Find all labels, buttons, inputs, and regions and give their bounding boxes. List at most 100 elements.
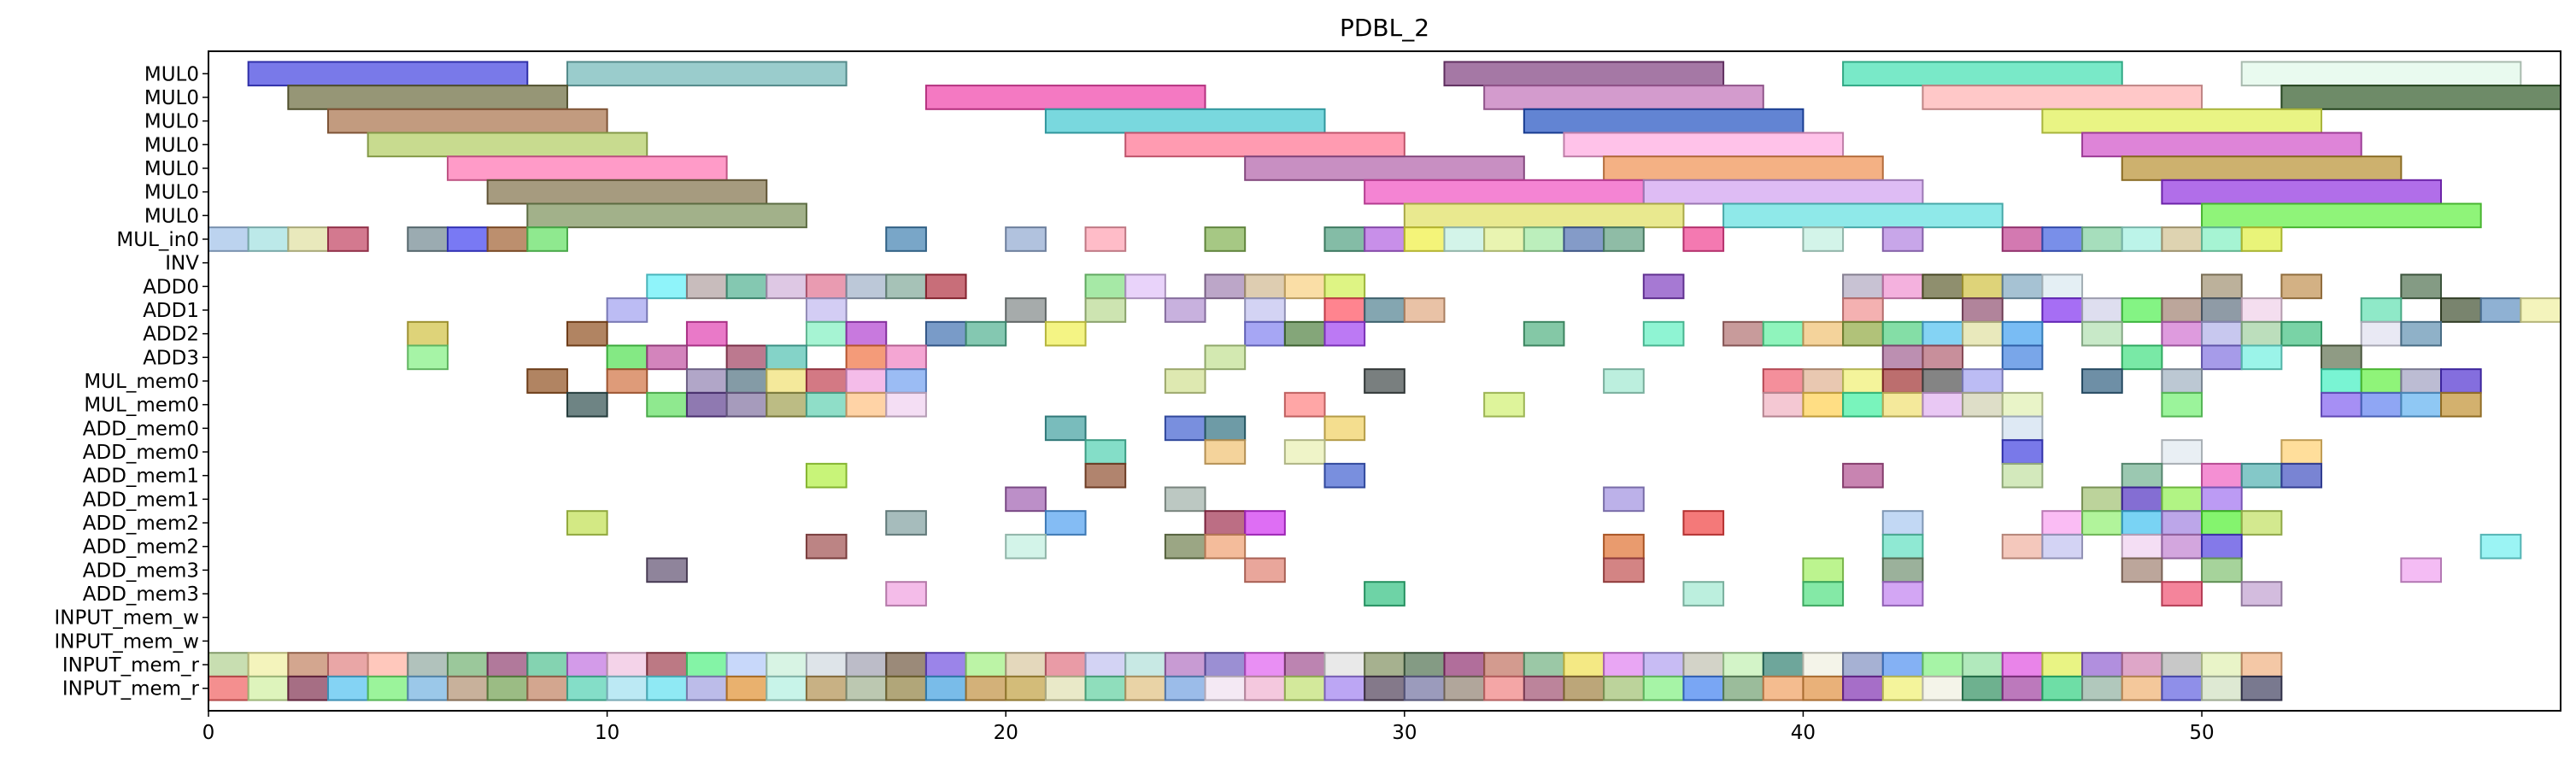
task-bar <box>1323 462 1366 489</box>
task-bar <box>2041 652 2084 677</box>
task-bar <box>2201 510 2243 536</box>
task-bar <box>685 320 728 347</box>
row-label: MUL0 <box>144 134 199 156</box>
task-bar <box>1044 652 1087 677</box>
task-bar <box>1443 226 1486 252</box>
task-bar <box>1483 85 1764 110</box>
task-bar <box>1762 320 1804 347</box>
task-bar <box>1323 415 1366 442</box>
task-bar <box>2240 320 2283 347</box>
x-tick-label: 30 <box>1392 722 1417 744</box>
row-label: ADD_mem1 <box>83 489 199 511</box>
task-bar <box>1802 368 1845 394</box>
task-bar <box>1044 320 1087 347</box>
task-bar <box>766 391 807 418</box>
task-bar <box>1642 652 1685 677</box>
task-bar <box>2161 320 2203 347</box>
task-bar <box>1842 675 1884 701</box>
task-bar <box>1164 368 1206 394</box>
row-label: ADD1 <box>143 300 199 322</box>
row-label: ADD_mem3 <box>83 560 199 582</box>
task-bar <box>1922 320 1964 347</box>
task-bar <box>2001 415 2044 442</box>
task-bar <box>1563 675 1605 701</box>
task-bar <box>2440 391 2482 418</box>
task-bar <box>2400 391 2443 418</box>
task-bar <box>2440 368 2482 394</box>
task-bar <box>685 368 728 394</box>
task-bar <box>1682 652 1725 677</box>
task-bar <box>2201 462 2243 489</box>
row-label: ADD_mem3 <box>83 583 199 606</box>
task-bar <box>1842 391 1884 418</box>
task-bar <box>1084 652 1127 677</box>
task-bar <box>446 675 489 701</box>
task-bar <box>1204 510 1247 536</box>
task-bar <box>2240 61 2522 87</box>
task-bar <box>1642 179 1924 205</box>
task-bar <box>1124 675 1166 701</box>
task-bar <box>1283 675 1326 701</box>
task-bar <box>1842 652 1884 677</box>
task-bar <box>1603 533 1645 560</box>
task-bar <box>2400 273 2443 300</box>
task-bar <box>1802 652 1845 677</box>
row-labels: MUL0MUL0MUL0MUL0MUL0MUL0MUL0MUL_in0INVAD… <box>54 63 208 701</box>
row-label: MUL0 <box>144 87 199 109</box>
task-bar <box>2479 297 2522 323</box>
task-bar <box>1922 344 1964 371</box>
task-bar <box>1802 320 1845 347</box>
task-bar <box>685 391 728 418</box>
row-label: MUL0 <box>144 205 199 227</box>
task-bar <box>1642 320 1685 347</box>
task-bar <box>1164 415 1206 442</box>
task-bar <box>446 652 489 677</box>
task-bar <box>247 675 290 701</box>
task-bar <box>208 675 249 701</box>
task-bar <box>1084 462 1127 489</box>
task-bar <box>1962 297 2004 323</box>
task-bar <box>1762 675 1804 701</box>
task-bar <box>1762 391 1804 418</box>
task-bar <box>685 652 728 677</box>
task-bar <box>2121 486 2163 513</box>
row-label: ADD_mem0 <box>83 442 199 464</box>
task-bar <box>1603 652 1645 677</box>
task-bar <box>845 652 888 677</box>
task-bar <box>1084 675 1127 701</box>
task-bar <box>845 273 888 300</box>
task-bar <box>2201 344 2243 371</box>
task-bar <box>2360 391 2403 418</box>
row-label: MUL0 <box>144 111 199 133</box>
task-bar <box>1204 415 1247 442</box>
task-bar <box>367 132 648 158</box>
row-label: MUL0 <box>144 158 199 180</box>
task-bar <box>845 320 888 347</box>
row-label: ADD2 <box>143 324 199 346</box>
task-bar <box>1403 226 1446 252</box>
task-bar <box>1642 675 1685 701</box>
task-bar <box>1603 486 1645 513</box>
task-bar <box>1323 320 1366 347</box>
x-tick-label: 50 <box>2189 722 2214 744</box>
task-bar <box>1802 581 1845 607</box>
task-bar <box>526 226 568 252</box>
task-bar <box>2280 85 2561 110</box>
task-bar <box>407 344 449 371</box>
task-bar <box>965 675 1007 701</box>
task-bar <box>1603 155 1884 181</box>
task-bar <box>1403 675 1446 701</box>
task-bar <box>1084 273 1127 300</box>
task-bar <box>1283 391 1326 418</box>
task-bar <box>2201 486 2243 513</box>
task-bar <box>1403 652 1446 677</box>
task-bar <box>2041 226 2084 252</box>
task-bar <box>367 652 409 677</box>
task-bar <box>2201 297 2243 323</box>
task-bar <box>2161 675 2203 701</box>
task-bar <box>845 675 888 701</box>
task-bar <box>2321 368 2362 394</box>
row-label: INV <box>165 253 199 275</box>
task-bar <box>1403 202 1685 229</box>
task-bar <box>924 652 967 677</box>
